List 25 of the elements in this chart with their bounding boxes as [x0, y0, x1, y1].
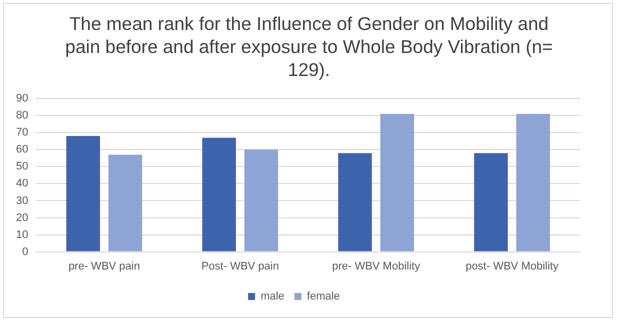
bar: [338, 153, 372, 252]
x-tick-label: pre- WBV pain: [68, 260, 140, 272]
y-tick-label: 80: [16, 110, 28, 122]
y-tick-label: 90: [16, 92, 28, 105]
y-tick-label: 20: [16, 212, 28, 224]
y-tick-label: 30: [16, 194, 28, 207]
bar: [66, 136, 100, 252]
legend-label: male: [260, 290, 284, 303]
bar: [380, 114, 414, 252]
bar: [244, 150, 278, 252]
y-tick-label: 70: [16, 126, 28, 139]
bar: [202, 138, 236, 252]
legend-label: female: [306, 290, 340, 303]
x-tick-label: Post- WBV pain: [201, 260, 279, 272]
bar: [516, 114, 550, 252]
bar: [108, 154, 142, 252]
x-tick-label: pre- WBV Mobility: [332, 260, 421, 272]
x-tick-label: post- WBV Mobility: [466, 260, 559, 272]
y-tick-label: 40: [16, 178, 28, 190]
y-tick-label: 60: [16, 144, 28, 156]
chart-title: The mean rank for the Influence of Gender on Mobility and pain before and after exposure to Whole Body Vibration (n= 129).: [64, 12, 554, 81]
y-tick-label: 50: [16, 160, 28, 173]
y-tick-label: 10: [16, 228, 28, 241]
bar: [474, 153, 508, 252]
y-tick-label: 0: [22, 246, 28, 258]
